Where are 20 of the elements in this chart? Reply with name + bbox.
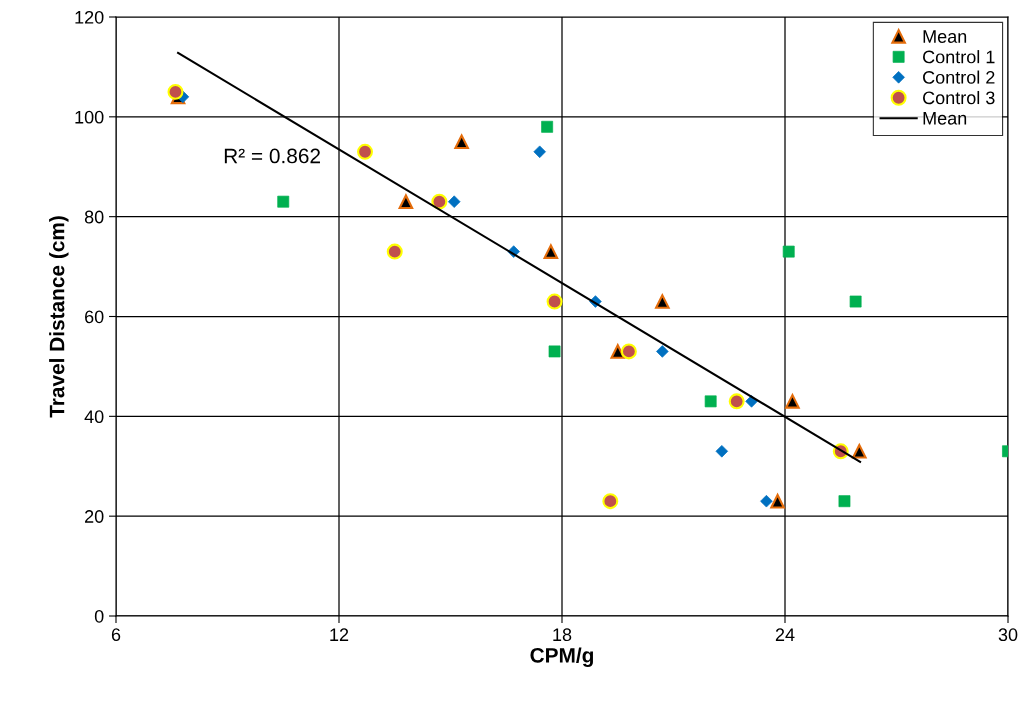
legend-label: Mean [923, 30, 967, 43]
x-tick-label: 30 [998, 628, 1018, 642]
x-axis-title: CPM/g [530, 647, 594, 667]
y-tick-label: 120 [75, 10, 104, 24]
x-tick-label: 18 [553, 628, 572, 642]
annotation: R² = 0.862 [224, 148, 320, 164]
y-tick-label: 80 [84, 210, 104, 224]
y-tick-label: 40 [84, 410, 104, 424]
y-tick-label: 60 [85, 310, 104, 324]
y-axis-title: Travel Distance (cm) [49, 216, 69, 418]
x-tick-label: 24 [775, 628, 795, 641]
y-tick-label: 100 [75, 110, 104, 124]
y-tick-label: 20 [85, 510, 104, 523]
legend-label: Control 1 [923, 50, 995, 64]
y-tick-label: 0 [94, 609, 104, 623]
legend-label: Control 2 [923, 70, 995, 84]
legend-label: Control 3 [923, 90, 995, 105]
legend-label: Mean [923, 112, 967, 125]
x-tick-label: 6 [111, 628, 121, 642]
x-tick-label: 12 [330, 628, 349, 641]
